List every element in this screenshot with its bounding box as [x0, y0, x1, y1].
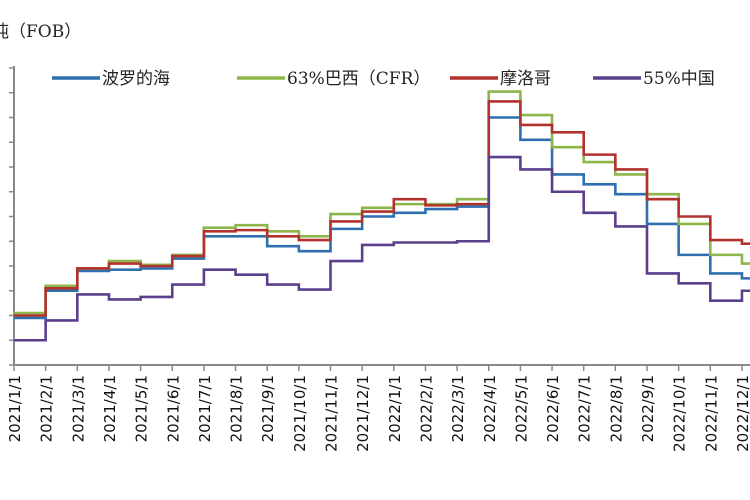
x-tick-label: 2022/3/1: [449, 375, 467, 442]
x-tick-label: 2021/4/1: [101, 375, 119, 442]
x-tick-label: 2022/4/1: [481, 375, 499, 442]
series-line-2: [14, 100, 750, 317]
series-line-1: [14, 90, 750, 315]
x-tick-label: 2022/2/1: [417, 375, 435, 442]
x-tick-label: 2022/7/1: [576, 375, 594, 442]
x-tick-label: 2022/12/1: [734, 375, 750, 452]
x-tick-label: 2021/2/1: [38, 375, 56, 442]
series-line-3: [14, 155, 750, 342]
x-tick-label: 2022/9/1: [639, 375, 657, 442]
x-tick-label: 2022/11/1: [702, 375, 720, 452]
x-tick-label: 2021/8/1: [228, 375, 246, 442]
legend-label: 波罗的海: [102, 69, 170, 89]
x-tick-label: 2022/1/1: [386, 375, 404, 442]
x-tick-label: 2021/5/1: [133, 375, 151, 442]
x-tick-label: 2022/5/1: [512, 375, 530, 442]
legend-label: 63%巴西（CFR）: [287, 69, 430, 89]
x-tick-label: 2022/8/1: [607, 375, 625, 442]
x-tick-label: 2021/11/1: [323, 375, 341, 452]
series-line-0: [14, 116, 750, 320]
x-tick-label: 2021/3/1: [69, 375, 87, 442]
x-tick-label: 2021/12/1: [354, 375, 372, 452]
x-tick-label: 2021/1/1: [6, 375, 24, 442]
x-tick-label: 2021/9/1: [259, 375, 277, 442]
x-tick-label: 2021/6/1: [164, 375, 182, 442]
x-tick-label: 2022/10/1: [671, 375, 689, 452]
legend-label: 55%中国: [643, 69, 715, 89]
legend-label: 摩洛哥: [500, 69, 551, 89]
x-tick-label: 2021/7/1: [196, 375, 214, 442]
x-tick-label: 2021/10/1: [291, 375, 309, 452]
unit-label: 吨（FOB）: [0, 22, 81, 42]
x-tick-label: 2022/6/1: [544, 375, 562, 442]
